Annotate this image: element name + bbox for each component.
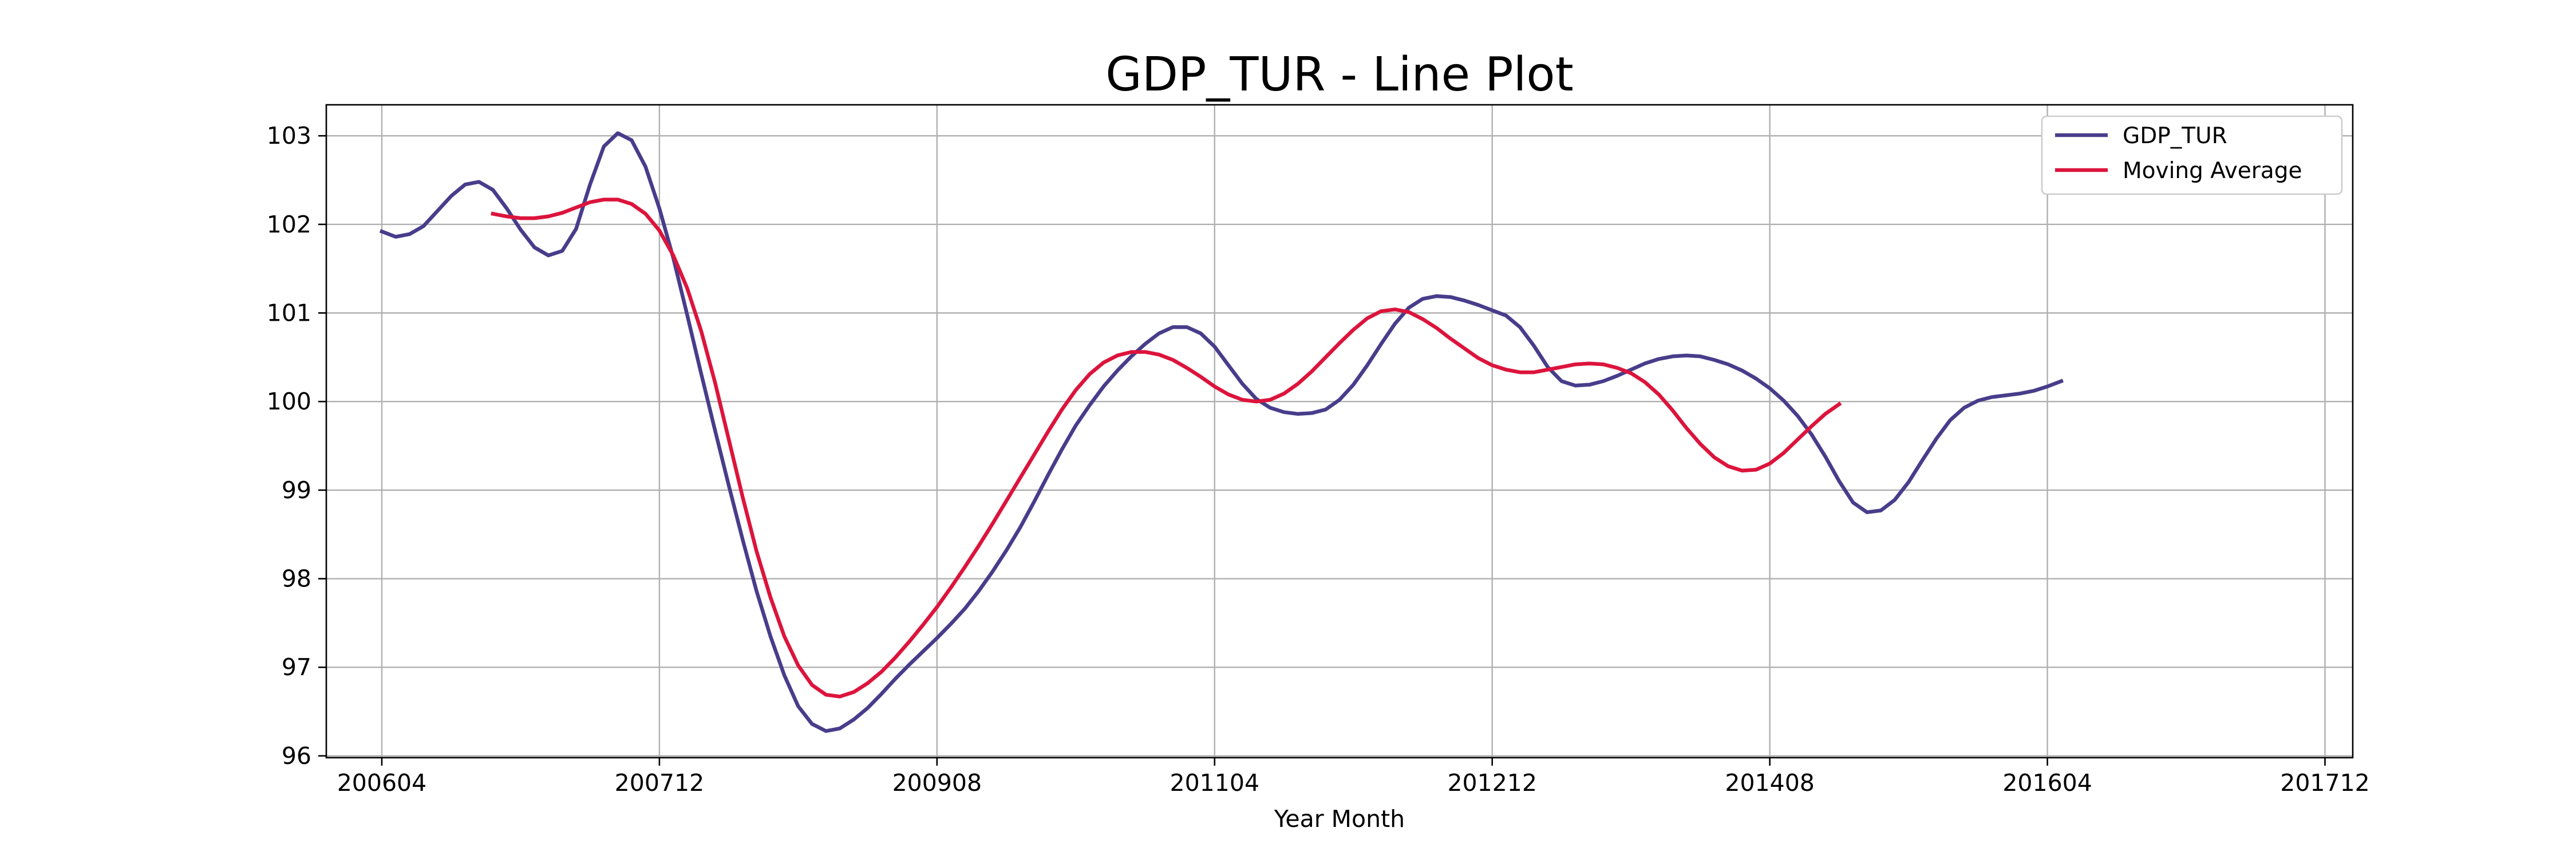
x-tick-label: 201104 xyxy=(1170,769,1260,797)
legend-box xyxy=(2041,115,2343,195)
plot-frame xyxy=(325,104,2354,759)
x-tick-label: 201408 xyxy=(1725,769,1815,797)
x-tick-label: 200712 xyxy=(615,769,705,797)
series-line-gdp-tur xyxy=(379,131,2064,733)
legend: GDP_TUR Moving Average xyxy=(2041,115,2343,195)
series-line-moving-average xyxy=(491,198,1842,699)
series-layer xyxy=(379,131,2064,733)
y-tick-label: 96 xyxy=(282,742,311,770)
legend-label-gdp-tur: GDP_TUR xyxy=(2123,123,2227,149)
y-tick-label: 98 xyxy=(282,565,311,593)
y-tick-label: 103 xyxy=(267,122,311,149)
y-tick-label: 97 xyxy=(282,653,311,681)
x-tick-label: 200908 xyxy=(892,769,982,797)
x-axis-label: Year Month xyxy=(1274,805,1405,833)
x-tick-label: 200604 xyxy=(337,769,427,797)
x-tick-label: 201604 xyxy=(2002,769,2092,797)
y-tick-label: 101 xyxy=(267,300,311,327)
y-tick-label: 102 xyxy=(267,211,311,238)
y-tick-label: 99 xyxy=(282,476,311,504)
chart-title: GDP_TUR - Line Plot xyxy=(1105,48,1573,102)
x-tick-label: 201212 xyxy=(1447,769,1537,797)
x-tick-label: 201712 xyxy=(2280,769,2370,797)
axis-ticks: 200604 200712 200908 201104 201212 201408 2016… xyxy=(267,122,2370,797)
legend-label-moving-average: Moving Average xyxy=(2123,158,2302,184)
y-tick-label: 100 xyxy=(267,388,311,415)
